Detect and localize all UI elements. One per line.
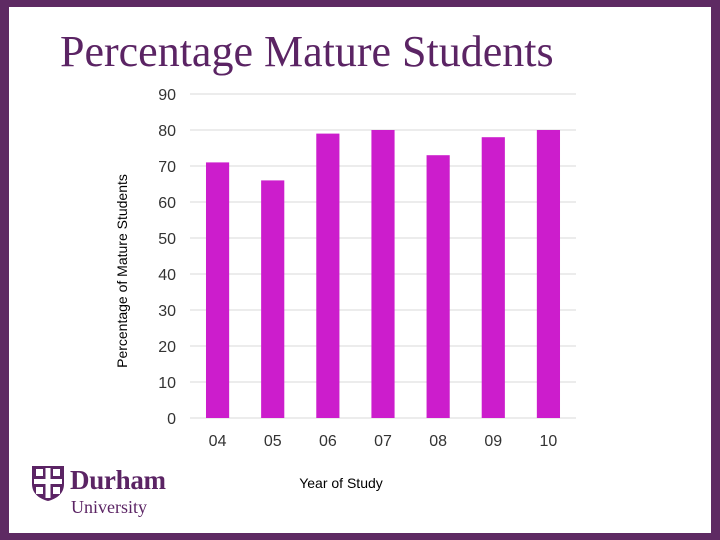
y-tick-label: 30 xyxy=(158,303,176,320)
durham-crest-icon xyxy=(32,466,64,501)
bar-10 xyxy=(536,130,561,418)
y-tick-label: 40 xyxy=(158,267,176,284)
bar-04 xyxy=(205,162,230,418)
x-tick-label: 04 xyxy=(209,433,227,450)
y-tick-label: 20 xyxy=(158,339,176,356)
slide-title: Percentage Mature Students xyxy=(60,27,554,76)
x-tick-label: 06 xyxy=(319,433,337,450)
bar-06 xyxy=(316,133,340,418)
y-tick-label: 90 xyxy=(158,87,176,104)
bar-05 xyxy=(261,180,285,418)
y-tick-label: 80 xyxy=(158,123,176,140)
x-tick-label: 09 xyxy=(484,433,502,450)
bar-07 xyxy=(371,130,395,418)
x-tick-label: 10 xyxy=(540,433,558,450)
y-tick-label: 50 xyxy=(158,231,176,248)
y-axis-label: Percentage of Mature Students xyxy=(114,174,130,368)
x-tick-label: 07 xyxy=(374,433,392,450)
y-tick-label: 60 xyxy=(158,195,176,212)
y-tick-label: 10 xyxy=(158,375,176,392)
bar-09 xyxy=(481,137,505,418)
y-tick-label: 0 xyxy=(167,411,176,428)
x-tick-label: 08 xyxy=(429,433,447,450)
x-tick-labels: 04 05 06 07 08 09 10 xyxy=(209,433,558,450)
x-axis-label: Year of Study xyxy=(299,475,383,491)
logo-subtitle: University xyxy=(71,497,147,517)
bars xyxy=(205,130,561,418)
y-tick-label: 70 xyxy=(158,159,176,176)
x-tick-label: 05 xyxy=(264,433,282,450)
logo-name: Durham xyxy=(70,465,166,495)
y-tick-labels: 0 10 20 30 40 50 60 70 80 90 xyxy=(158,87,176,428)
durham-university-logo: Durham University xyxy=(30,464,170,522)
bar-08 xyxy=(426,155,450,418)
